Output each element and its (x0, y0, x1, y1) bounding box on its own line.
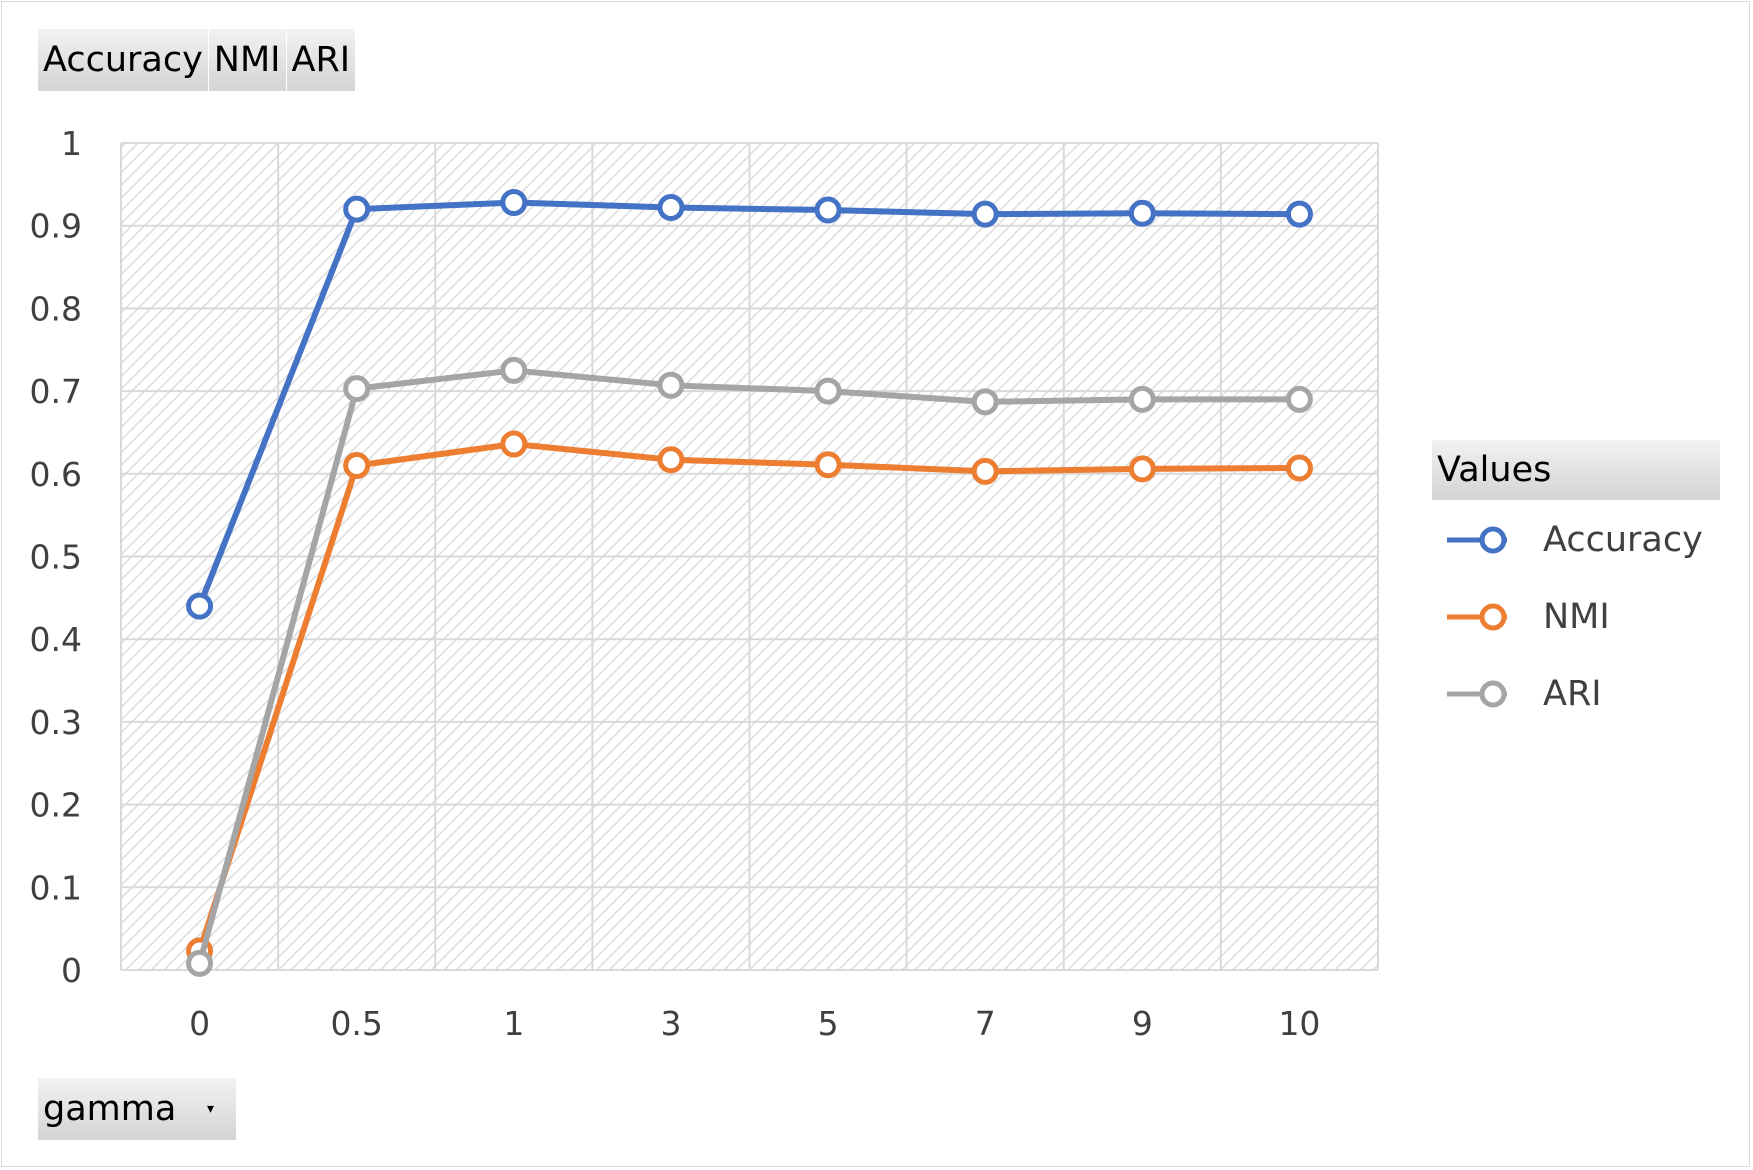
y-tick-label: 0.2 (30, 786, 82, 825)
data-point-ari[interactable] (1285, 385, 1313, 413)
series-accuracy (186, 189, 1313, 620)
series-lines (186, 189, 1313, 977)
y-tick-label: 0.9 (30, 207, 82, 246)
data-point-accuracy[interactable] (1285, 200, 1313, 228)
field-button-accuracy[interactable]: Accuracy (38, 29, 209, 91)
legend-item-nmi[interactable]: NMI (1445, 592, 1610, 642)
x-tick-label: 9 (1132, 1004, 1153, 1043)
x-tick-label: 5 (818, 1004, 839, 1043)
legend-label-accuracy: Accuracy (1543, 520, 1703, 560)
legend-item-ari[interactable]: ARI (1445, 669, 1602, 719)
data-point-accuracy[interactable] (186, 592, 214, 620)
axis-field-label: gamma (43, 1089, 177, 1129)
y-tick-label: 0.4 (30, 620, 82, 659)
legend-title[interactable]: Values (1432, 440, 1720, 500)
data-point-ari[interactable] (1128, 385, 1156, 413)
data-point-ari[interactable] (971, 388, 999, 416)
y-tick-label: 0.6 (30, 455, 82, 494)
data-point-nmi[interactable] (814, 451, 842, 479)
data-point-nmi[interactable] (657, 446, 685, 474)
x-tick-label: 7 (975, 1004, 996, 1043)
x-axis-ticks: 0 0.5 1 3 5 7 9 10 (189, 1004, 1320, 1043)
data-point-nmi[interactable] (500, 430, 528, 458)
values-field-bar: Accuracy NMI ARI (38, 29, 357, 91)
data-point-accuracy[interactable] (814, 196, 842, 224)
x-tick-label: 1 (503, 1004, 524, 1043)
data-point-accuracy[interactable] (500, 189, 528, 217)
data-point-accuracy[interactable] (657, 194, 685, 222)
x-tick-label: 10 (1278, 1004, 1320, 1043)
data-point-accuracy[interactable] (343, 195, 371, 223)
series-line-ari (196, 367, 1300, 965)
y-tick-label: 1 (61, 124, 82, 163)
data-point-ari[interactable] (343, 375, 371, 403)
x-tick-label: 0 (189, 1004, 210, 1043)
axis-field-button-gamma[interactable]: gamma ▾ (38, 1078, 236, 1140)
y-tick-label: 0 (61, 951, 82, 990)
data-point-nmi[interactable] (971, 457, 999, 485)
x-tick-label: 3 (660, 1004, 681, 1043)
data-point-ari[interactable] (500, 356, 528, 384)
legend-label-nmi: NMI (1543, 597, 1610, 637)
y-tick-label: 0.1 (30, 868, 82, 907)
legend-label-ari: ARI (1543, 674, 1602, 714)
legend-marker-nmi (1447, 603, 1507, 631)
series-line-accuracy (196, 199, 1300, 608)
data-point-nmi[interactable] (343, 452, 371, 480)
legend-marker-accuracy (1447, 526, 1507, 554)
y-tick-label: 0.3 (30, 703, 82, 742)
y-axis-ticks: 0 0.1 0.2 0.3 0.4 0.5 0.6 0.7 0.8 0.9 1 (30, 124, 82, 990)
series-ari (186, 356, 1313, 977)
y-tick-label: 0.7 (30, 372, 82, 411)
chevron-down-icon: ▾ (206, 1101, 214, 1117)
legend-item-accuracy[interactable]: Accuracy (1445, 515, 1703, 565)
legend-marker-ari (1447, 680, 1507, 708)
gridlines (120, 142, 1379, 971)
y-tick-label: 0.8 (30, 289, 82, 328)
data-point-nmi[interactable] (1285, 454, 1313, 482)
y-tick-label: 0.5 (30, 538, 82, 577)
x-tick-label: 0.5 (330, 1004, 382, 1043)
data-point-ari[interactable] (657, 371, 685, 399)
series-line-nmi (196, 441, 1300, 952)
data-point-nmi[interactable] (1128, 455, 1156, 483)
field-button-ari[interactable]: ARI (286, 29, 357, 91)
data-point-accuracy[interactable] (1128, 199, 1156, 227)
field-button-nmi[interactable]: NMI (208, 29, 287, 91)
data-point-ari[interactable] (814, 377, 842, 405)
data-point-ari[interactable] (186, 949, 214, 977)
data-point-accuracy[interactable] (971, 200, 999, 228)
